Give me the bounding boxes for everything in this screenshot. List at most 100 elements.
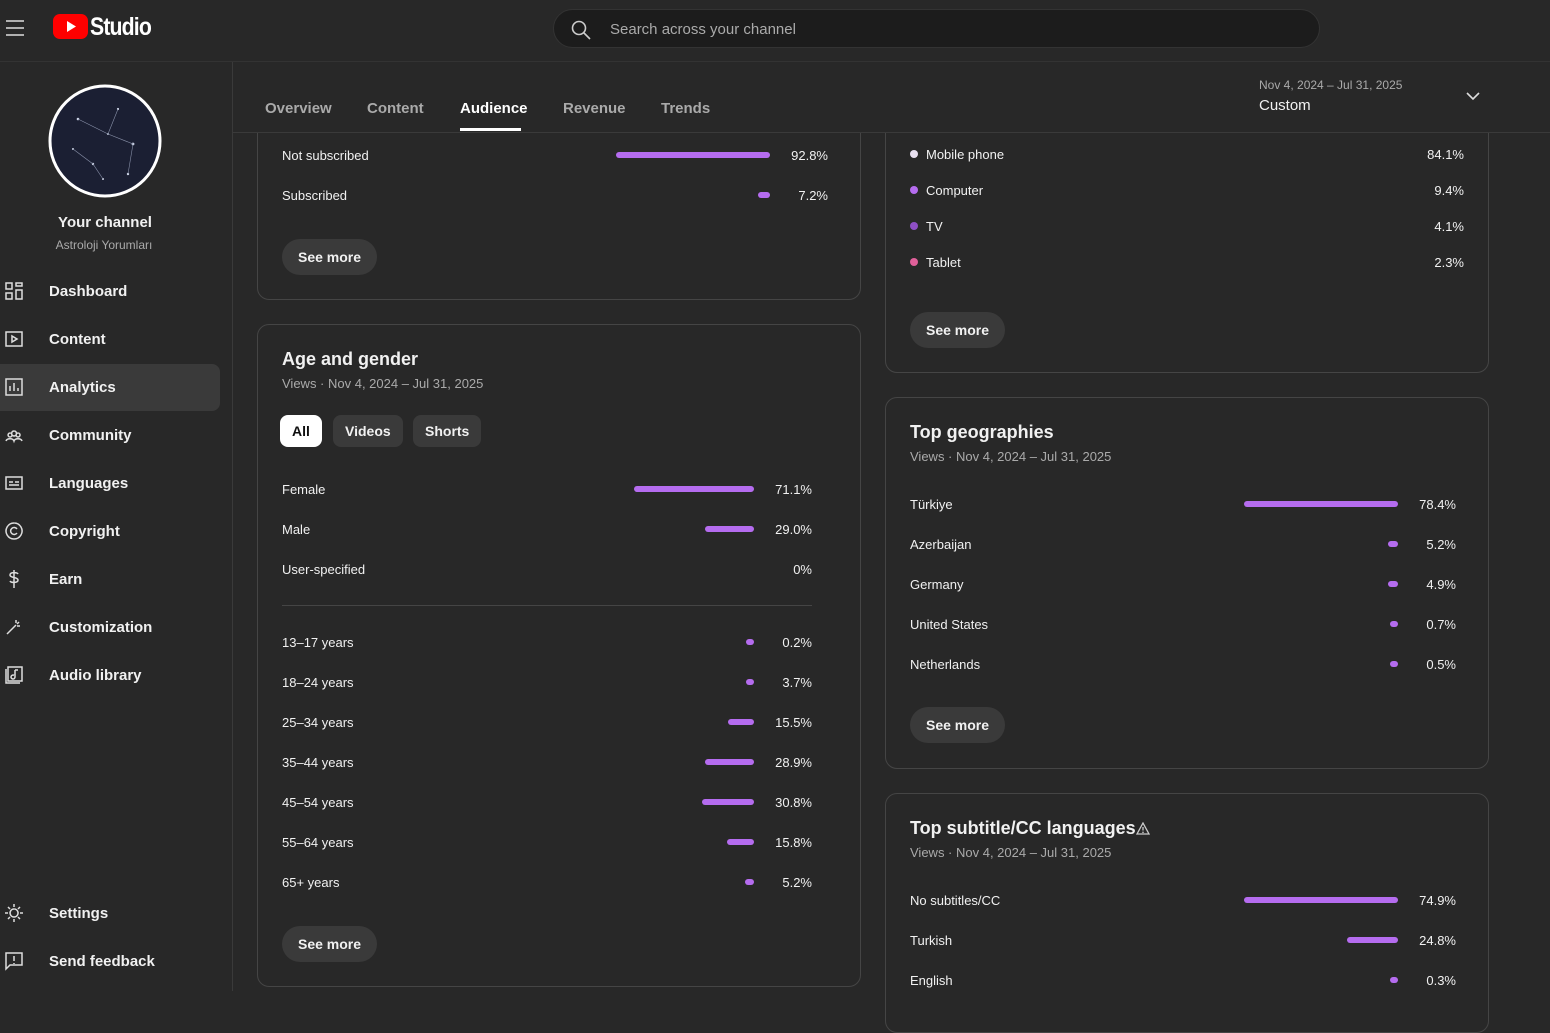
nav-label: Earn (49, 571, 83, 588)
row-label: Computer (926, 183, 984, 198)
bar (634, 486, 754, 492)
row-value: 92.8% (791, 148, 828, 163)
filter-chip[interactable]: Shorts (413, 415, 482, 447)
warning-icon[interactable] (1136, 822, 1150, 836)
data-row: 25–34 years 15.5% (282, 712, 812, 732)
row-value: 3.7% (782, 675, 812, 690)
row-value: 15.8% (775, 835, 812, 850)
row-value: 5.2% (1426, 537, 1456, 552)
data-row: Türkiye 78.4% (910, 494, 1456, 514)
row-value: 0.3% (1426, 973, 1456, 988)
row-value: 71.1% (775, 482, 812, 497)
row-value: 9.4% (1434, 183, 1464, 198)
nav-item[interactable]: Audio library (0, 652, 220, 699)
legend-dot (910, 186, 918, 194)
row-label: English (910, 973, 953, 988)
data-row: English 0.3% (910, 970, 1456, 990)
data-row: Azerbaijan 5.2% (910, 534, 1456, 554)
row-value: 0.2% (782, 635, 812, 650)
dropdown-chevron[interactable] (1465, 90, 1481, 102)
nav-item[interactable]: Community (0, 412, 220, 459)
channel-name: Astroloji Yorumları (55, 238, 153, 252)
device-row: Tablet 2.3% (910, 252, 1464, 272)
nav-item[interactable]: Send feedback (0, 938, 220, 985)
bar (746, 679, 754, 685)
nav-item[interactable]: Analytics (0, 364, 220, 411)
bar (616, 152, 770, 158)
row-label: TV (926, 219, 943, 234)
age-gender-card: Age and gender Views · Nov 4, 2024 – Jul… (257, 324, 861, 987)
nav-label: Audio library (49, 667, 142, 684)
divider (282, 605, 812, 606)
search-placeholder: Search across your channel (610, 21, 796, 38)
row-value: 24.8% (1419, 933, 1456, 948)
nav-label: Dashboard (49, 283, 128, 300)
subtitles-card: Top subtitle/CC languages Views · Nov 4,… (885, 793, 1489, 1033)
tab[interactable]: Audience (460, 100, 528, 117)
filter-chip[interactable]: All (280, 415, 322, 447)
row-label: Not subscribed (282, 148, 369, 163)
content: See more Not subscribed 92.8% Subscribed 7.… (257, 80, 1489, 1033)
device-row: TV 4.1% (910, 216, 1464, 236)
tab[interactable]: Content (367, 100, 424, 117)
data-row: Germany 4.9% (910, 574, 1456, 594)
data-row: User-specified 0% (282, 559, 812, 579)
nav-label: Copyright (49, 523, 120, 540)
nav-icon (5, 666, 23, 684)
card-title: Age and gender (282, 349, 419, 369)
logo-icon[interactable] (53, 14, 89, 40)
menu-icon[interactable] (5, 19, 25, 37)
nav-item[interactable]: Earn (0, 556, 220, 603)
row-value: 0% (793, 562, 812, 577)
tab[interactable]: Overview (265, 100, 332, 117)
nav-label: Send feedback (49, 953, 155, 970)
nav-icon (5, 904, 23, 922)
tab-bar: Nov 4, 2024 – Jul 31, 2025 Custom Overvi… (233, 62, 1550, 133)
legend-dot (910, 222, 918, 230)
nav-item[interactable]: Content (0, 316, 220, 363)
row-value: 4.1% (1434, 219, 1464, 234)
row-label: 65+ years (282, 875, 340, 890)
card-subtitle: Views · Nov 4, 2024 – Jul 31, 2025 (910, 449, 1112, 464)
bar (1390, 661, 1398, 667)
channel-avatar[interactable] (48, 84, 162, 198)
nav-item[interactable]: Settings (0, 890, 220, 937)
data-row: 55–64 years 15.8% (282, 832, 812, 852)
row-label: 18–24 years (282, 675, 354, 690)
tab[interactable]: Trends (661, 100, 711, 117)
bar (1244, 897, 1398, 903)
see-more-button[interactable]: See more (282, 926, 378, 962)
nav-item[interactable]: Dashboard (0, 268, 220, 315)
bar (727, 839, 754, 845)
row-label: 35–44 years (282, 755, 354, 770)
see-more-button[interactable]: See more (910, 707, 1006, 743)
see-more-button[interactable]: See more (910, 312, 1006, 348)
device-row: Mobile phone 84.1% (910, 144, 1464, 164)
bar (702, 799, 754, 805)
nav-icon (5, 952, 23, 971)
row-value: 28.9% (775, 755, 812, 770)
nav-label: Content (49, 331, 106, 348)
row-label: Türkiye (910, 497, 953, 512)
sidebar: Your channel Astroloji Yorumları Dashboa… (0, 62, 233, 991)
date-range: Nov 4, 2024 – Jul 31, 2025 (1259, 78, 1403, 92)
nav-item[interactable]: Customization (0, 604, 220, 651)
geographies-card: Top geographies Views · Nov 4, 2024 – Ju… (885, 397, 1489, 769)
row-value: 30.8% (775, 795, 812, 810)
search-box[interactable]: Search across your channel (553, 9, 1320, 48)
data-row: 35–44 years 28.9% (282, 752, 812, 772)
logo-text[interactable]: Studio (90, 13, 152, 41)
nav-item[interactable]: Languages (0, 460, 220, 507)
data-row: 65+ years 5.2% (282, 872, 812, 892)
nav-item[interactable]: Copyright (0, 508, 220, 555)
nav-icon (5, 331, 23, 347)
see-more-button[interactable]: See more (282, 239, 378, 275)
nav-icon (5, 476, 23, 490)
filter-chip[interactable]: Videos (333, 415, 403, 447)
date-range-label[interactable]: Custom (1259, 97, 1311, 114)
tab[interactable]: Revenue (563, 100, 626, 117)
row-value: 7.2% (798, 188, 828, 203)
channel-title: Your channel (58, 214, 152, 231)
legend-dot (910, 150, 918, 158)
legend-dot (910, 258, 918, 266)
